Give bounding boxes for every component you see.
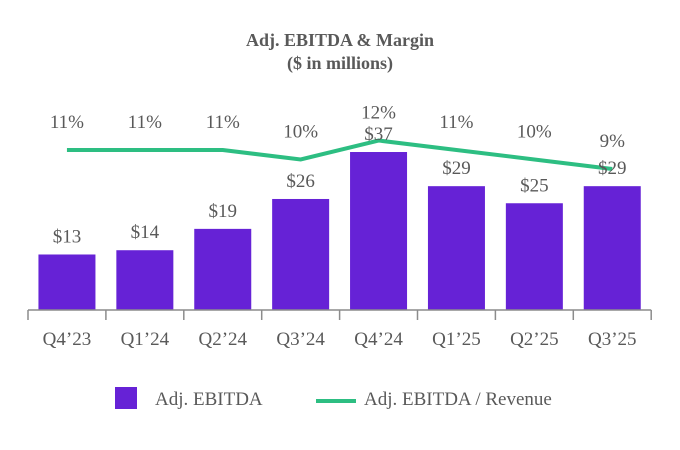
bar-1 <box>116 250 174 310</box>
x-tick-label: Q1’24 <box>121 329 170 350</box>
x-tick-label: Q3’24 <box>276 329 325 350</box>
bar-value-label: $37 <box>364 124 393 145</box>
bar-value-label: $14 <box>131 222 160 243</box>
margin-value-label: 9% <box>600 131 626 152</box>
margin-value-label: 10% <box>517 122 552 143</box>
margin-value-label: 11% <box>439 112 473 133</box>
legend: Adj. EBITDA Adj. EBITDA / Revenue <box>115 387 552 410</box>
margin-value-label: 10% <box>283 122 318 143</box>
margin-value-label: 11% <box>50 112 84 133</box>
margin-value-label: 11% <box>128 112 162 133</box>
x-tick-label: Q3’25 <box>588 329 637 350</box>
bar-3 <box>272 198 330 310</box>
chart-subtitle: ($ in millions) <box>287 53 393 74</box>
margin-line <box>66 138 613 171</box>
legend-label-adj-ebitda: Adj. EBITDA <box>155 389 263 410</box>
x-tick-label: Q2’25 <box>510 329 559 350</box>
margin-value-label: 11% <box>206 112 240 133</box>
x-tick-label: Q4’24 <box>354 329 403 350</box>
bar-value-label: $13 <box>53 226 82 247</box>
bar-value-label: $26 <box>286 171 315 192</box>
legend-swatch-adj-ebitda <box>115 387 137 409</box>
bar-5 <box>427 186 485 310</box>
x-tick-label: Q1’25 <box>432 329 481 350</box>
bar-2 <box>194 228 252 310</box>
legend-label-margin: Adj. EBITDA / Revenue <box>364 389 552 410</box>
bar-value-label: $29 <box>598 158 627 179</box>
margin-value-label: 12% <box>361 103 396 124</box>
bar-value-label: $29 <box>442 158 471 179</box>
bar-value-label: $25 <box>520 175 549 196</box>
bar-6 <box>505 203 563 310</box>
x-tick-label: Q2’24 <box>198 329 247 350</box>
bar-4 <box>350 152 408 310</box>
chart-title: Adj. EBITDA & Margin <box>246 30 434 50</box>
bar-value-label: $19 <box>209 201 238 222</box>
x-tick-label: Q4’23 <box>43 329 92 350</box>
bar-0 <box>38 254 96 310</box>
bar-7 <box>583 186 641 310</box>
